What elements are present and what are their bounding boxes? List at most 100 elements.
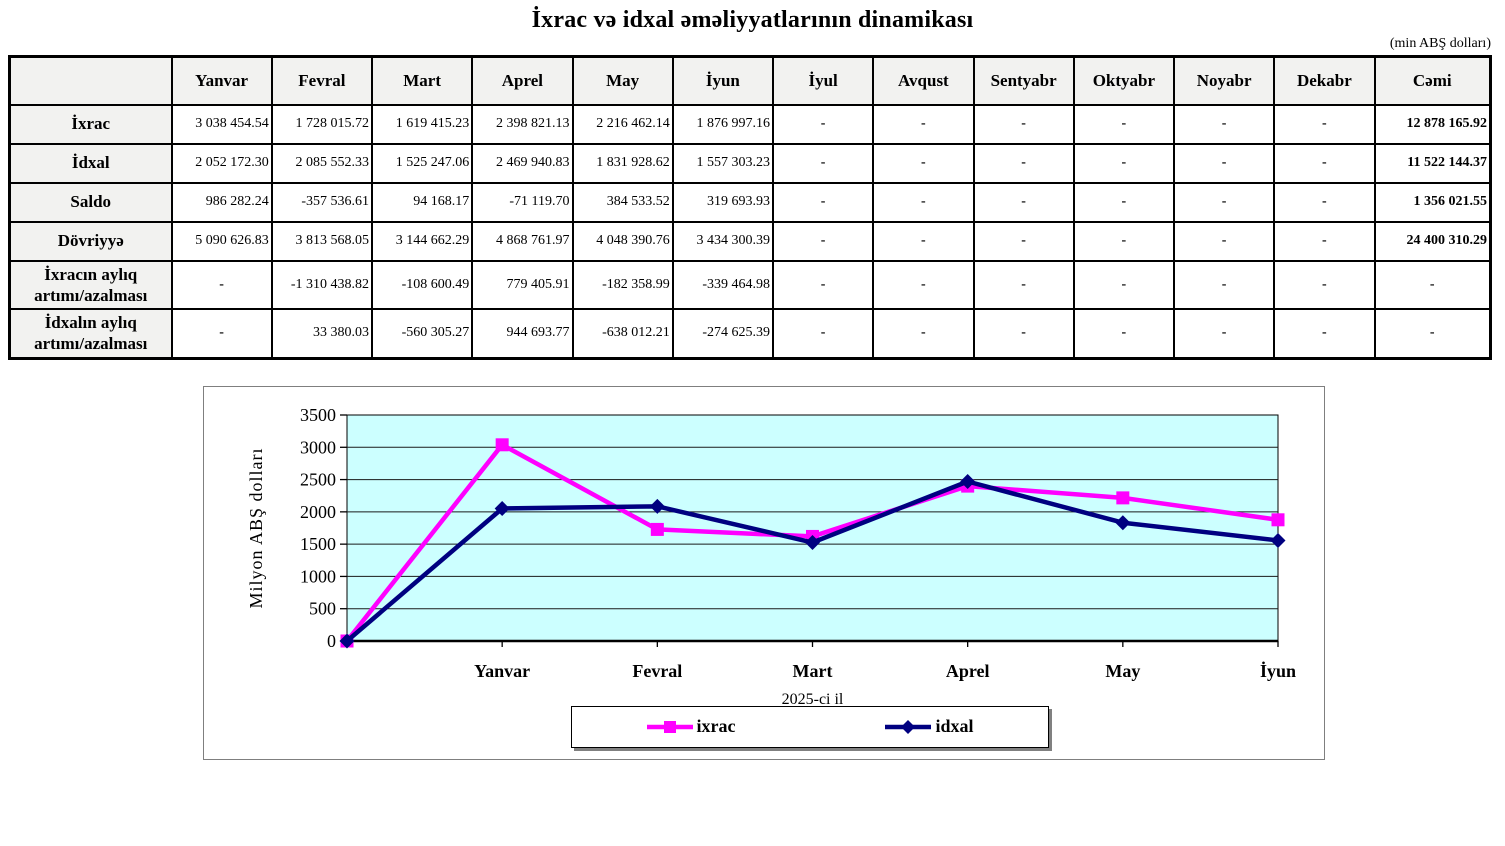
x-axis-title: 2025-ci il: [782, 691, 844, 708]
table-cell: -: [1072, 259, 1176, 310]
table-cell: -: [1172, 308, 1276, 359]
y-tick-label: 2000: [300, 501, 336, 521]
table-cell: 944 693.77: [471, 308, 574, 359]
table-cell: -: [1072, 308, 1176, 359]
column-header: Fevral: [270, 55, 374, 106]
table-cell: 3 434 300.39: [671, 220, 775, 262]
table-cell: -: [872, 181, 975, 223]
table-cell: 2 469 940.83: [471, 142, 574, 184]
table-cell: -: [1172, 220, 1276, 262]
y-tick-label: 500: [309, 598, 336, 618]
table-cell: -: [1172, 103, 1276, 145]
legend-entry-ixrac: ixrac: [646, 716, 736, 737]
row-label: İdxalın aylıq artımı/azalması: [8, 308, 173, 359]
table-cell: 2 398 821.13: [471, 103, 574, 145]
table-row: İxracın aylıq artımı/azalması - -1 310 438…: [8, 259, 1492, 310]
y-tick-label: 1500: [300, 534, 336, 554]
y-tick-label: 3000: [300, 437, 336, 457]
table-cell: -: [972, 103, 1075, 145]
table-cell: -: [972, 220, 1075, 262]
marker-diamond-idxal: [805, 534, 820, 550]
column-header: May: [571, 55, 674, 106]
table-cell: 33 380.03: [270, 308, 374, 359]
plot-area: [346, 414, 1279, 641]
table-cell: -: [771, 259, 875, 310]
x-tick-label: Mart: [793, 661, 833, 681]
y-tick-label: 2500: [300, 469, 336, 489]
table-cell: -: [1373, 308, 1492, 359]
line-chart: 0 500 1000 1500 2000 2500 3000 3500 Yanvar Fevral…: [246, 405, 1296, 708]
table-head: Yanvar Fevral Mart Aprel May İyun İyul Avqust Se…: [8, 55, 1492, 106]
marker-diamond-idxal: [339, 633, 355, 648]
table-cell: 4 868 761.97: [471, 220, 574, 262]
table-cell: -: [872, 259, 975, 310]
table-row: Saldo 986 282.24 -357 536.61 94 168.17 -71 1…: [8, 181, 1492, 223]
table-cell: 319 693.93: [671, 181, 775, 223]
row-label: Saldo: [8, 181, 173, 223]
legend-diamond-marker-icon: [885, 719, 932, 734]
column-header: Yanvar: [170, 55, 273, 106]
table-cell: -: [771, 308, 875, 359]
table-cell: -71 119.70: [471, 181, 574, 223]
table-cell: -: [872, 308, 975, 359]
table-cell: 1 557 303.23: [671, 142, 775, 184]
table-cell: -: [872, 142, 975, 184]
table-cell: -: [972, 308, 1075, 359]
x-tick-label: May: [1105, 661, 1140, 681]
table-cell: 1 525 247.06: [370, 142, 474, 184]
table-cell: -: [972, 259, 1075, 310]
table-cell: 24 400 310.29: [1373, 220, 1492, 262]
marker-diamond-idxal: [649, 498, 665, 514]
column-header: İyun: [671, 55, 775, 106]
table-cell: -: [1072, 103, 1176, 145]
table-cell: -1 310 438.82: [270, 259, 374, 310]
table-cell: 94 168.17: [370, 181, 474, 223]
table-cell: -: [1072, 220, 1176, 262]
table-row: İdxalın aylıq artımı/azalması -33 380.03-…: [8, 308, 1492, 359]
marker-square-ixrac: [495, 437, 509, 451]
table-cell: -: [1273, 259, 1376, 310]
column-header: İyul: [771, 55, 875, 106]
column-header: Dekabr: [1273, 55, 1376, 106]
table-cell: 1 728 015.72: [270, 103, 374, 145]
marker-diamond-idxal: [1270, 532, 1286, 548]
table-cell: 1 831 928.62: [571, 142, 674, 184]
table-row: İxrac 3 038 454.54 1 728 015.72 1 619 415.2…: [8, 103, 1492, 145]
table-cell: -: [1273, 142, 1376, 184]
table-cell: -: [872, 103, 975, 145]
header-row: Yanvar Fevral Mart Aprel May İyun İyul Avqust Se…: [8, 55, 1492, 106]
table-cell: -182 358.99: [571, 259, 674, 310]
table-cell: -: [1072, 142, 1176, 184]
table-cell: 779 405.91: [471, 259, 574, 310]
column-header: Noyabr: [1172, 55, 1276, 106]
table-cell: -274 625.39: [671, 308, 775, 359]
table-cell: 5 090 626.83: [170, 220, 273, 262]
table-cell: -: [872, 220, 975, 262]
table-cell: 3 038 454.54: [170, 103, 273, 145]
legend-entry-idxal: idxal: [885, 716, 974, 737]
y-tick-label: 3500: [300, 405, 336, 425]
y-tick-label: 0: [327, 631, 336, 651]
table-cell: -: [771, 103, 875, 145]
legend-label: ixrac: [696, 716, 736, 736]
table-cell: -560 305.27: [370, 308, 474, 359]
column-header: Sentyabr: [972, 55, 1075, 106]
unit-note: (min ABŞ dolları): [1389, 36, 1491, 51]
table-cell: -: [771, 142, 875, 184]
table-cell: -638 012.21: [571, 308, 674, 359]
table-cell: -339 464.98: [671, 259, 775, 310]
x-tick-label: Aprel: [946, 661, 990, 681]
column-header: Cəmi: [1373, 55, 1492, 106]
table-cell: -108 600.49: [370, 259, 474, 310]
table-cell: -: [771, 181, 875, 223]
row-label: Dövriyyə: [8, 220, 173, 262]
marker-diamond-idxal: [494, 500, 510, 516]
chart-container: 0 500 1000 1500 2000 2500 3000 3500 Yanvar Fevral…: [203, 385, 1325, 760]
table-cell: 4 048 390.76: [571, 220, 674, 262]
table-cell: -357 536.61: [270, 181, 374, 223]
table-cell: -: [170, 259, 273, 310]
table-cell: -: [1273, 181, 1376, 223]
chart-legend: ixrac idxal: [571, 705, 1049, 748]
data-table: Yanvar Fevral Mart Aprel May İyun İyul Avqust Se…: [8, 55, 1492, 360]
column-header: Aprel: [471, 55, 574, 106]
